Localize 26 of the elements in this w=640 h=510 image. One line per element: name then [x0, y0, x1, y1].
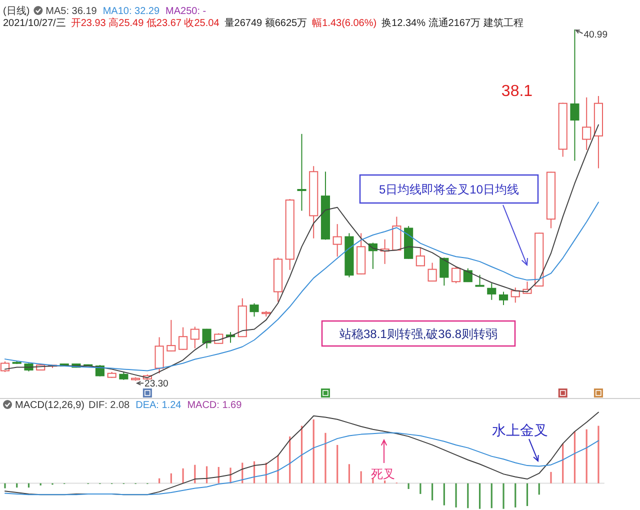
annotation: 5日均线即将金叉10日均线: [378, 182, 520, 196]
extreme-label: 40.99: [574, 30, 608, 40]
text: DEA: 1.24: [136, 400, 182, 411]
text: 换12.34% 流通2167万 建筑工程: [382, 17, 524, 29]
text: MACD: 1.69: [187, 400, 242, 411]
extreme-label: 23.30: [136, 378, 168, 390]
annotation: 23.30: [144, 378, 168, 390]
note-box: 站稳38.1则转强,破36.8则转弱: [321, 320, 516, 347]
chart-title: (日线): [3, 5, 30, 17]
text: 量26749 额6625万: [224, 17, 308, 29]
text: DIF: 2.08: [88, 400, 130, 411]
note: 38.1: [501, 83, 533, 100]
annotation: 水上金叉: [492, 422, 548, 438]
text: MA5: 36.19: [46, 6, 98, 17]
text: 2021/10/27/三: [3, 18, 66, 29]
annotation: 站稳38.1则转强,破36.8则转弱: [339, 326, 498, 341]
note-box: 5日均线即将金叉10日均线: [359, 174, 539, 266]
note: 死叉: [371, 438, 395, 481]
text: 开23.93 高25.49 低23.67 收25.04: [70, 17, 220, 29]
chart-title: MACD(12,26,9): [15, 400, 84, 411]
annotation: 40.99: [584, 30, 608, 40]
text: MA250: -: [166, 6, 206, 17]
annotation: 死叉: [371, 467, 395, 481]
text: 幅1.43(6.06%): [312, 17, 377, 29]
note: 水上金叉: [492, 422, 548, 462]
text: MA10: 32.29: [102, 6, 160, 17]
